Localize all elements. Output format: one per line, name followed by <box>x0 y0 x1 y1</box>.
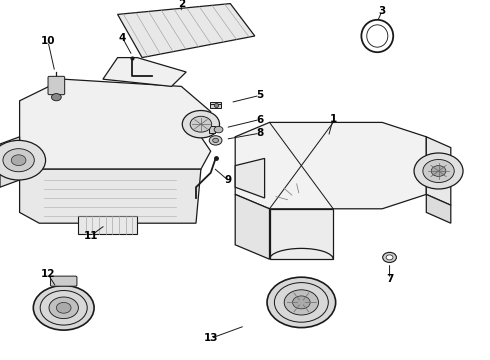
Circle shape <box>49 297 78 319</box>
Polygon shape <box>235 158 265 198</box>
Circle shape <box>267 277 336 328</box>
Text: 7: 7 <box>386 274 393 284</box>
Polygon shape <box>103 58 186 86</box>
Circle shape <box>3 149 34 172</box>
Circle shape <box>213 138 219 143</box>
Circle shape <box>383 252 396 262</box>
Text: 12: 12 <box>41 269 55 279</box>
Circle shape <box>182 111 220 138</box>
FancyBboxPatch shape <box>209 126 215 133</box>
Polygon shape <box>235 194 270 259</box>
Circle shape <box>190 116 212 132</box>
Circle shape <box>414 153 463 189</box>
Text: 8: 8 <box>256 128 263 138</box>
Text: 9: 9 <box>224 175 231 185</box>
FancyBboxPatch shape <box>210 104 221 108</box>
Circle shape <box>56 302 71 313</box>
Circle shape <box>33 285 94 330</box>
Polygon shape <box>270 209 333 259</box>
Polygon shape <box>118 4 255 58</box>
Text: 2: 2 <box>178 0 185 9</box>
FancyBboxPatch shape <box>48 76 65 95</box>
FancyBboxPatch shape <box>50 276 77 286</box>
Text: 10: 10 <box>41 36 55 46</box>
Text: 5: 5 <box>256 90 263 100</box>
Circle shape <box>386 255 393 260</box>
Polygon shape <box>78 216 137 234</box>
Text: 4: 4 <box>119 33 126 43</box>
Polygon shape <box>426 137 451 205</box>
Polygon shape <box>20 79 211 169</box>
Polygon shape <box>20 169 201 223</box>
Circle shape <box>51 94 61 101</box>
Circle shape <box>209 136 222 145</box>
Polygon shape <box>426 194 451 223</box>
Text: 3: 3 <box>379 6 386 16</box>
Text: 6: 6 <box>256 114 263 125</box>
Polygon shape <box>235 122 426 209</box>
Circle shape <box>423 159 454 183</box>
Circle shape <box>284 290 318 315</box>
Circle shape <box>293 296 310 309</box>
Polygon shape <box>0 137 20 187</box>
Circle shape <box>431 166 446 176</box>
Circle shape <box>0 140 46 180</box>
Circle shape <box>214 126 223 133</box>
Text: 13: 13 <box>203 333 218 343</box>
FancyBboxPatch shape <box>210 102 221 107</box>
Text: 1: 1 <box>330 114 337 124</box>
Circle shape <box>11 155 26 166</box>
Text: 11: 11 <box>83 231 98 241</box>
